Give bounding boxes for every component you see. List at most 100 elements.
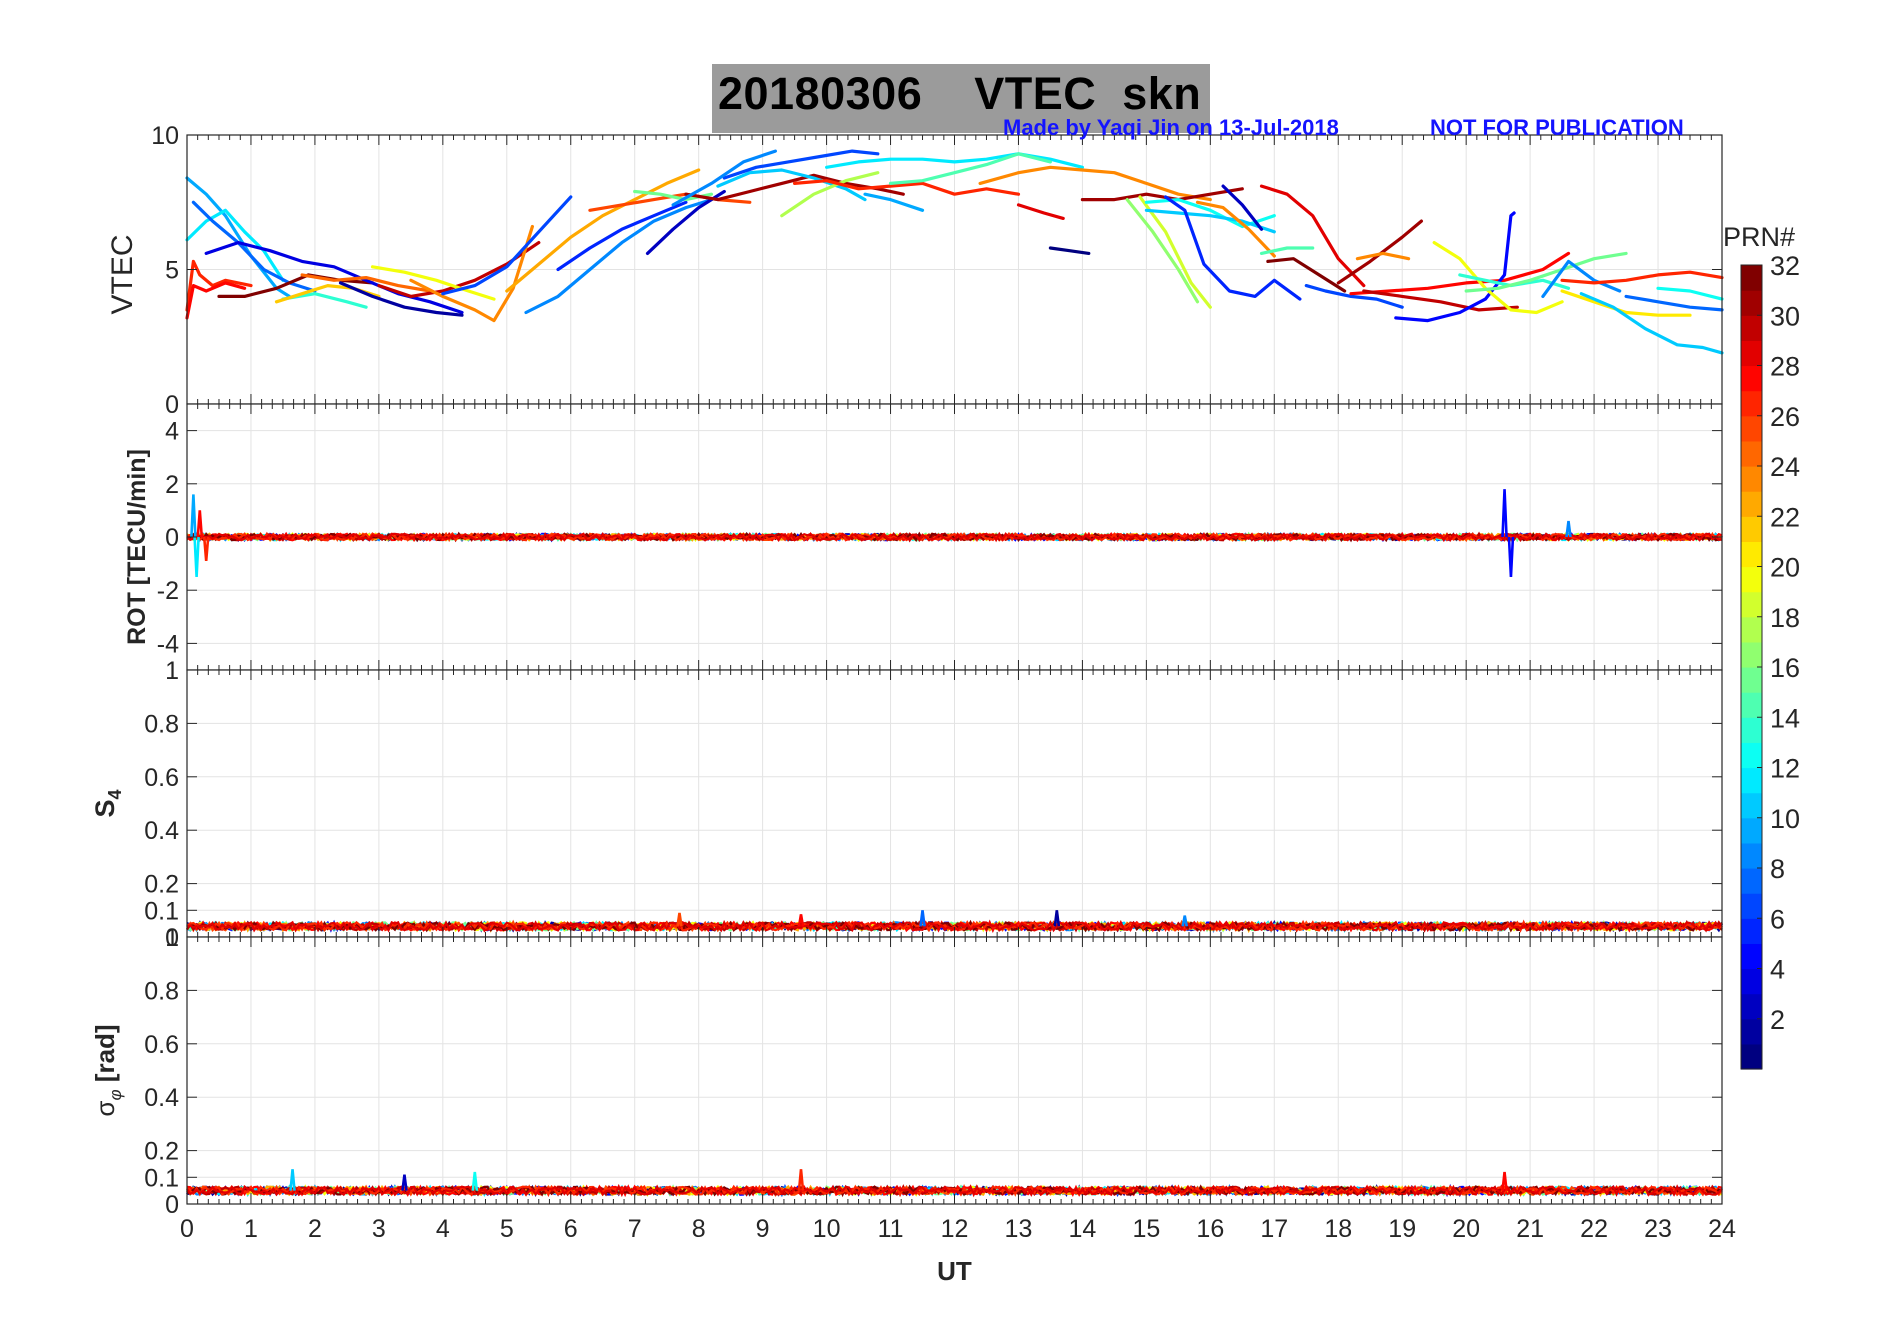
colorbar-swatch: [1741, 365, 1762, 392]
vtec-series-prn-12: [824, 152, 1085, 169]
panel-rot: -4 -2 0 2 4 ROT [TECU/min]: [123, 403, 1723, 671]
panel-sigma_phi: 00.10.20.40.60.810 1 2 3 4 5 6 7 8 9 10 11 12 13 14 15 1…: [90, 924, 1736, 1286]
vtec-series-prn-10: [863, 192, 925, 212]
ut-tick-label: 18: [1324, 1215, 1352, 1243]
vtec-series-prn-17: [1125, 198, 1200, 304]
vtec-series-prn-20: [370, 265, 496, 301]
sigma_phi-noise-prn-27: [186, 1184, 1723, 1198]
s4-ytick-label: 0.4: [144, 817, 179, 845]
colorbar-tick-label: 14: [1770, 703, 1800, 733]
rot-ytick-label: -2: [157, 577, 179, 605]
colorbar-swatch: [1741, 893, 1762, 919]
ut-tick-label: 4: [436, 1215, 450, 1243]
colorbar-swatch: [1741, 641, 1762, 668]
vtec-data: [185, 149, 1724, 355]
vtec-series-prn-13: [1656, 286, 1724, 301]
colorbar-tick-label: 24: [1770, 452, 1800, 482]
ut-tick-label: 17: [1260, 1215, 1288, 1243]
sigma_phi-ytick-label: 0: [165, 1191, 179, 1219]
colorbar-tick-label: 10: [1770, 804, 1800, 834]
vtec-series-prn-4: [204, 241, 464, 315]
colorbar-tick-label: 18: [1770, 603, 1800, 633]
title-background: [712, 64, 1210, 133]
vtec-series-prn-24: [409, 224, 535, 323]
sigma-phi-ylabel: σφ [rad]: [90, 1024, 125, 1116]
ut-tick-label: 12: [941, 1215, 969, 1243]
colorbar-swatch: [1741, 290, 1762, 316]
sigma_phi-spike-prn-28: [1501, 1171, 1508, 1191]
vtec-ytick-label: 0: [165, 391, 179, 419]
vtec-series-prn-25: [300, 273, 432, 293]
colorbar-swatch: [1741, 692, 1762, 718]
vtec-series-prn-12: [185, 208, 285, 282]
rot-spike-prn-5: [1507, 536, 1515, 577]
rot-spike-prn-10: [190, 494, 197, 538]
vtec-series-prn-20: [1432, 241, 1564, 315]
vtec-series-prn-11: [1144, 208, 1276, 234]
rot-ytick-label: -4: [157, 630, 179, 658]
vtec-series-prn-24: [1355, 251, 1411, 261]
colorbar-tick-label: 22: [1770, 502, 1800, 532]
s4-spike-prn-26: [676, 912, 683, 927]
ut-tick-label: 14: [1069, 1215, 1097, 1243]
rot-spike-prn-28: [196, 510, 204, 538]
vtec-series-prn-27: [792, 179, 1021, 196]
s4-spike-prn-28: [797, 914, 805, 927]
vtec-series-prn-16: [1464, 251, 1628, 293]
colorbar-swatch: [1741, 315, 1762, 341]
colorbar-tick-label: 32: [1770, 251, 1800, 281]
vtec-series-prn-28: [185, 281, 247, 320]
colorbar-swatch: [1741, 993, 1762, 1020]
colorbar-swatch: [1741, 717, 1762, 743]
colorbar-tick-label: 12: [1770, 754, 1800, 784]
vtec-series-prn-29: [1016, 203, 1065, 220]
rot-ytick-label: 2: [165, 471, 179, 499]
publication-notice: NOT FOR PUBLICATION: [1430, 115, 1684, 140]
colorbar-swatch: [1741, 566, 1762, 593]
s4-spike-prn-2: [1053, 910, 1061, 927]
vtec-series-prn-6: [1163, 195, 1302, 301]
sigma_phi-spike-prn-13: [471, 1171, 479, 1191]
colorbar-tick-label: 20: [1770, 553, 1800, 583]
colorbar-swatch: [1741, 792, 1762, 819]
colorbar-swatch: [1741, 415, 1762, 442]
sigma_phi-spike-prn-11: [289, 1169, 296, 1191]
s4-ytick-label: 0.8: [144, 710, 179, 738]
rot-ylabel: ROT [TECU/min]: [123, 449, 151, 645]
s4-ytick-label: 0.2: [144, 871, 179, 899]
vtec-series-prn-30: [1362, 289, 1519, 312]
ut-tick-label: 3: [372, 1215, 386, 1243]
colorbar-tick-label: 8: [1770, 854, 1785, 884]
colorbar-swatch: [1741, 466, 1762, 492]
vtec-series-prn-14: [281, 292, 368, 309]
rot-spike-prn-27: [202, 536, 210, 562]
sigma_phi-ytick-label: 0.8: [144, 977, 179, 1005]
ut-tick-label: 8: [692, 1215, 706, 1243]
vtec-series-prn-5: [1394, 211, 1516, 323]
ut-tick-label: 2: [308, 1215, 322, 1243]
ut-tick-label: 21: [1516, 1215, 1544, 1243]
panel-vtec: 0 5 10 VTEC: [106, 122, 1724, 419]
sigma_phi-data: [186, 1169, 1723, 1198]
colorbar-swatch: [1741, 265, 1762, 291]
vtec-series-prn-27: [1560, 270, 1724, 285]
figure-title: 20180306 VTEC skn: [718, 68, 1202, 119]
vtec-series-prn-15: [888, 152, 1053, 185]
vtec-series-prn-32: [1266, 257, 1347, 293]
ut-tick-label: 5: [500, 1215, 514, 1243]
colorbar-tick-label: 4: [1770, 955, 1785, 985]
vtec-series-prn-8: [1624, 294, 1724, 312]
colorbar-swatch: [1741, 541, 1762, 568]
colorbar-swatch: [1741, 440, 1762, 467]
colorbar-swatch: [1741, 616, 1762, 643]
colorbar-swatch: [1741, 491, 1762, 517]
colorbar-swatch: [1741, 340, 1762, 367]
colorbar-tick-label: 16: [1770, 653, 1800, 683]
colorbar-swatch: [1741, 817, 1762, 844]
ut-tick-label: 19: [1388, 1215, 1416, 1243]
colorbar-swatch: [1741, 1018, 1762, 1045]
colorbar-swatch: [1741, 968, 1762, 995]
s4-ytick-label: 0.6: [144, 764, 179, 792]
vtec-series-prn-18: [780, 171, 880, 218]
